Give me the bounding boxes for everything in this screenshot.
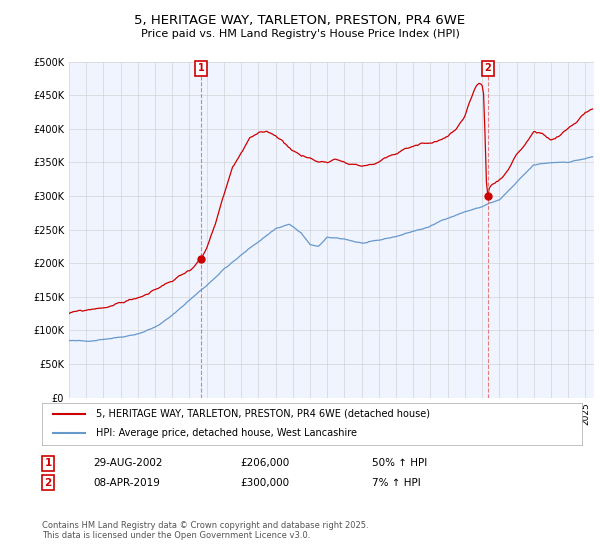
Text: Contains HM Land Registry data © Crown copyright and database right 2025.
This d: Contains HM Land Registry data © Crown c… (42, 521, 368, 540)
Text: 7% ↑ HPI: 7% ↑ HPI (372, 478, 421, 488)
Text: 08-APR-2019: 08-APR-2019 (93, 478, 160, 488)
Text: £206,000: £206,000 (240, 458, 289, 468)
Text: Price paid vs. HM Land Registry's House Price Index (HPI): Price paid vs. HM Land Registry's House … (140, 29, 460, 39)
Text: 50% ↑ HPI: 50% ↑ HPI (372, 458, 427, 468)
Text: HPI: Average price, detached house, West Lancashire: HPI: Average price, detached house, West… (96, 428, 357, 437)
Text: 2: 2 (44, 478, 52, 488)
Text: 5, HERITAGE WAY, TARLETON, PRESTON, PR4 6WE: 5, HERITAGE WAY, TARLETON, PRESTON, PR4 … (134, 14, 466, 27)
Text: 1: 1 (197, 63, 205, 73)
Text: 2: 2 (484, 63, 491, 73)
Text: 1: 1 (44, 458, 52, 468)
Text: £300,000: £300,000 (240, 478, 289, 488)
Text: 29-AUG-2002: 29-AUG-2002 (93, 458, 163, 468)
Text: 5, HERITAGE WAY, TARLETON, PRESTON, PR4 6WE (detached house): 5, HERITAGE WAY, TARLETON, PRESTON, PR4 … (96, 409, 430, 419)
